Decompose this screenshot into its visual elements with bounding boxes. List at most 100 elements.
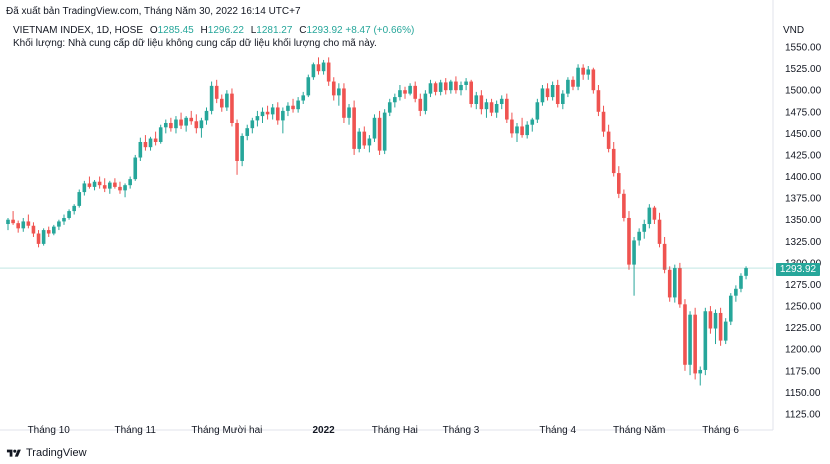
candle-body <box>199 120 204 129</box>
candle-body <box>728 295 733 322</box>
candle-body <box>230 93 234 123</box>
candle-body <box>11 219 15 224</box>
candle-body <box>87 183 92 187</box>
candle-body <box>311 64 316 78</box>
candle-body <box>489 102 494 113</box>
candle-body <box>708 311 713 329</box>
candle-body <box>713 312 718 329</box>
candle-body <box>16 223 20 229</box>
candle-body <box>158 127 163 142</box>
price-axis: 1550.00 1525.00 1500.00 1475.00 1450.00 1425.… <box>785 43 822 421</box>
y-tick-label: 1450.00 <box>785 129 822 140</box>
candle-body <box>31 225 36 234</box>
candle-body <box>143 141 148 148</box>
candle-body <box>678 268 682 305</box>
candle-body <box>739 275 743 289</box>
candle-body <box>306 77 311 96</box>
candle-body <box>672 268 677 298</box>
candle-body <box>423 93 428 111</box>
candle-body <box>718 312 723 341</box>
candle-body <box>92 181 97 187</box>
candle-body <box>428 83 433 94</box>
change-value: +8.47 (+0.66%) <box>345 25 415 36</box>
candle-body <box>255 116 260 121</box>
candle-body <box>153 138 158 142</box>
last-price-badge: 1293.92 <box>776 263 820 276</box>
symbol-name: VIETNAM INDEX, 1D, HOSE <box>13 25 144 36</box>
candle-body <box>108 182 112 189</box>
candle-body <box>398 90 402 98</box>
candle-body <box>545 88 550 98</box>
candle-body <box>505 98 509 120</box>
currency-label: VND <box>783 25 805 36</box>
close-label: C <box>299 25 307 36</box>
candle-body <box>571 79 575 87</box>
y-tick-label: 1475.00 <box>785 107 822 118</box>
candle-body <box>138 141 143 158</box>
candle-body <box>352 107 356 149</box>
x-tick-label: Tháng Hai <box>372 425 418 436</box>
candle-body <box>510 119 514 134</box>
candle-body <box>555 84 560 104</box>
candle-body <box>433 83 438 92</box>
candle-body <box>316 64 321 72</box>
candle-body <box>163 122 168 128</box>
candle-body <box>550 84 555 98</box>
candle-body <box>703 311 708 370</box>
x-tick-label: Tháng Mười hai <box>191 425 262 436</box>
y-tick-label: 1375.00 <box>785 194 822 205</box>
candle-body <box>657 219 662 244</box>
y-tick-label: 1400.00 <box>785 172 822 183</box>
candle-body <box>235 122 239 161</box>
candle-body <box>342 88 346 118</box>
candle-body <box>459 84 463 91</box>
candle-body <box>469 81 473 104</box>
candle-body <box>723 321 728 341</box>
candle-body <box>617 173 621 194</box>
candle-body <box>367 138 372 146</box>
candle-body <box>418 98 423 111</box>
candle-body <box>260 111 265 117</box>
candle-body <box>209 85 214 111</box>
candle-body <box>667 269 672 298</box>
candle-body <box>662 243 667 270</box>
candle-body <box>347 107 351 118</box>
candle-body <box>413 85 417 99</box>
candle-body <box>204 110 209 121</box>
candle-body <box>652 207 657 220</box>
candle-body <box>133 157 138 180</box>
candle-body <box>57 221 61 227</box>
candle-body <box>601 111 606 132</box>
candle-body <box>449 81 453 91</box>
close-value: 1293.92 <box>306 25 343 36</box>
candle-body <box>21 221 26 229</box>
low-label: L <box>250 25 257 36</box>
chart-legend: VIETNAM INDEX, 1D, HOSE O1285.45 H1296.2… <box>13 25 414 36</box>
candle-body <box>464 81 468 85</box>
candle-body <box>484 102 489 110</box>
x-tick-label: Tháng 11 <box>114 425 156 436</box>
candle-body <box>382 112 387 151</box>
x-tick-label: Tháng 4 <box>539 425 576 436</box>
low-value: 1281.27 <box>256 25 293 36</box>
candle-body <box>530 119 535 125</box>
candle-body <box>219 98 224 108</box>
candle-body <box>169 122 173 129</box>
candle-body <box>97 181 102 186</box>
candle-body <box>245 128 250 136</box>
high-label: H <box>200 25 208 36</box>
candle-body <box>744 268 748 276</box>
y-tick-label: 1125.00 <box>785 410 821 421</box>
candle-body <box>265 111 270 115</box>
candle-body <box>128 179 132 186</box>
candle-body <box>225 93 229 108</box>
candle-body <box>387 102 392 113</box>
candle-body <box>189 117 194 122</box>
candle-body <box>270 107 275 115</box>
open-value: 1285.45 <box>157 25 194 36</box>
candle-body <box>102 185 107 189</box>
candle-body <box>693 314 697 374</box>
candle-body <box>174 119 178 129</box>
candle-body <box>184 117 188 126</box>
